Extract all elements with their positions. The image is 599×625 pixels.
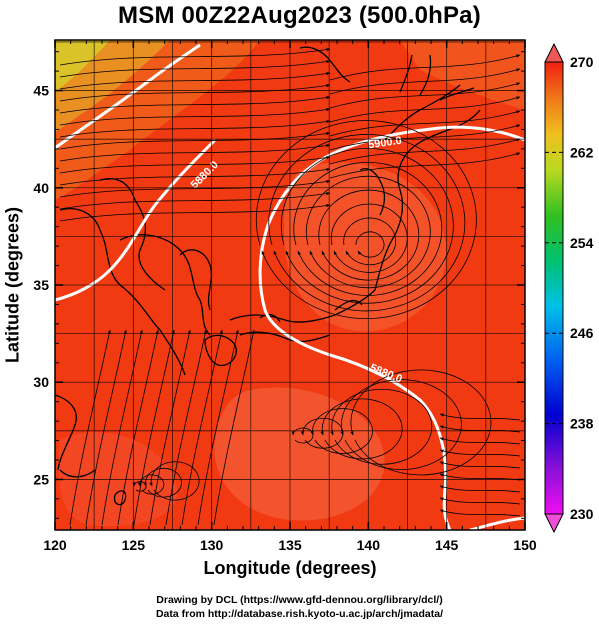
x-axis: 120 125 130 135 140 145 150: [43, 40, 537, 553]
streamline: [280, 148, 454, 304]
streamline: [439, 437, 521, 445]
streamline: [329, 110, 521, 137]
streamline: [197, 329, 239, 526]
streamline: [439, 461, 521, 469]
streamline: [133, 329, 175, 526]
chart-title: MSM 00Z22Aug2023 (500.0hPa): [118, 2, 481, 29]
streamline: [101, 329, 143, 526]
y-axis: 25 30 35 40 45: [33, 51, 525, 519]
colorbar-tick-label: 254: [570, 235, 594, 251]
credit-drawing: Drawing by DCL (https://www.gfd-dennou.o…: [156, 594, 443, 606]
colorbar-tick-label: 262: [570, 144, 594, 160]
y-axis-label: Latitude (degrees): [2, 206, 23, 364]
streamline: [213, 329, 255, 526]
streamline: [310, 408, 373, 454]
colorbar-tick-label: 238: [570, 416, 594, 432]
streamline: [439, 485, 521, 493]
streamline: [439, 449, 521, 457]
streamline: [320, 398, 403, 460]
x-tick-label: 150: [513, 537, 537, 553]
colorbar: 270 262 254 246 238 230: [544, 42, 594, 534]
x-tick-label: 130: [200, 537, 224, 553]
x-tick-label: 140: [357, 537, 381, 553]
colorbar-arrow-bottom: [544, 513, 564, 534]
streamline: [255, 120, 477, 319]
field-patch-yellowgreen: [55, 40, 110, 92]
streamline: [181, 329, 223, 526]
y-tick-label: 40: [33, 180, 49, 196]
y-tick-label: 25: [33, 471, 49, 487]
x-tick-label: 135: [278, 537, 302, 553]
streamline: [439, 413, 521, 421]
streamline: [329, 152, 521, 179]
streamline: [439, 509, 521, 517]
colorbar-tick-label: 230: [570, 506, 594, 522]
credit-data: Data from http://database.rish.kyoto-u.a…: [155, 608, 444, 620]
x-tick-label: 125: [122, 537, 146, 553]
streamline: [355, 231, 385, 258]
streamline: [329, 124, 521, 151]
streamline: [137, 474, 165, 495]
streamline: [329, 54, 521, 81]
x-axis-label: Longitude (degrees): [203, 558, 377, 578]
streamline: [149, 461, 200, 501]
x-tick-label: 120: [43, 537, 67, 553]
streamline: [143, 467, 182, 498]
streamline: [268, 134, 466, 312]
streamline: [343, 217, 397, 266]
streamline: [330, 388, 433, 465]
streamline: [149, 329, 191, 526]
streamline: [293, 161, 443, 296]
streamline: [329, 68, 521, 95]
streamline: [69, 329, 111, 526]
streamline: [85, 329, 127, 526]
streamline: [165, 329, 207, 526]
colorbar-tick-label: 270: [570, 54, 594, 70]
contour-line: [55, 138, 217, 302]
streamline: [329, 82, 521, 109]
y-tick-label: 35: [33, 277, 49, 293]
streamline: [329, 96, 521, 123]
streamline: [330, 203, 408, 273]
streamline: [305, 175, 431, 289]
streamline: [117, 329, 159, 526]
contour-line: [55, 43, 201, 150]
x-tick-label: 145: [435, 537, 459, 553]
colorbar-arrow-top: [544, 42, 564, 63]
contour-line: [469, 516, 525, 530]
field-patch-orange: [400, 40, 525, 110]
colorbar-tick-label: 246: [570, 325, 594, 341]
streamline: [439, 497, 521, 505]
y-tick-label: 30: [33, 374, 49, 390]
colorbar-ramp: [544, 61, 564, 515]
streamline: [318, 189, 420, 281]
y-tick-label: 45: [33, 83, 49, 99]
